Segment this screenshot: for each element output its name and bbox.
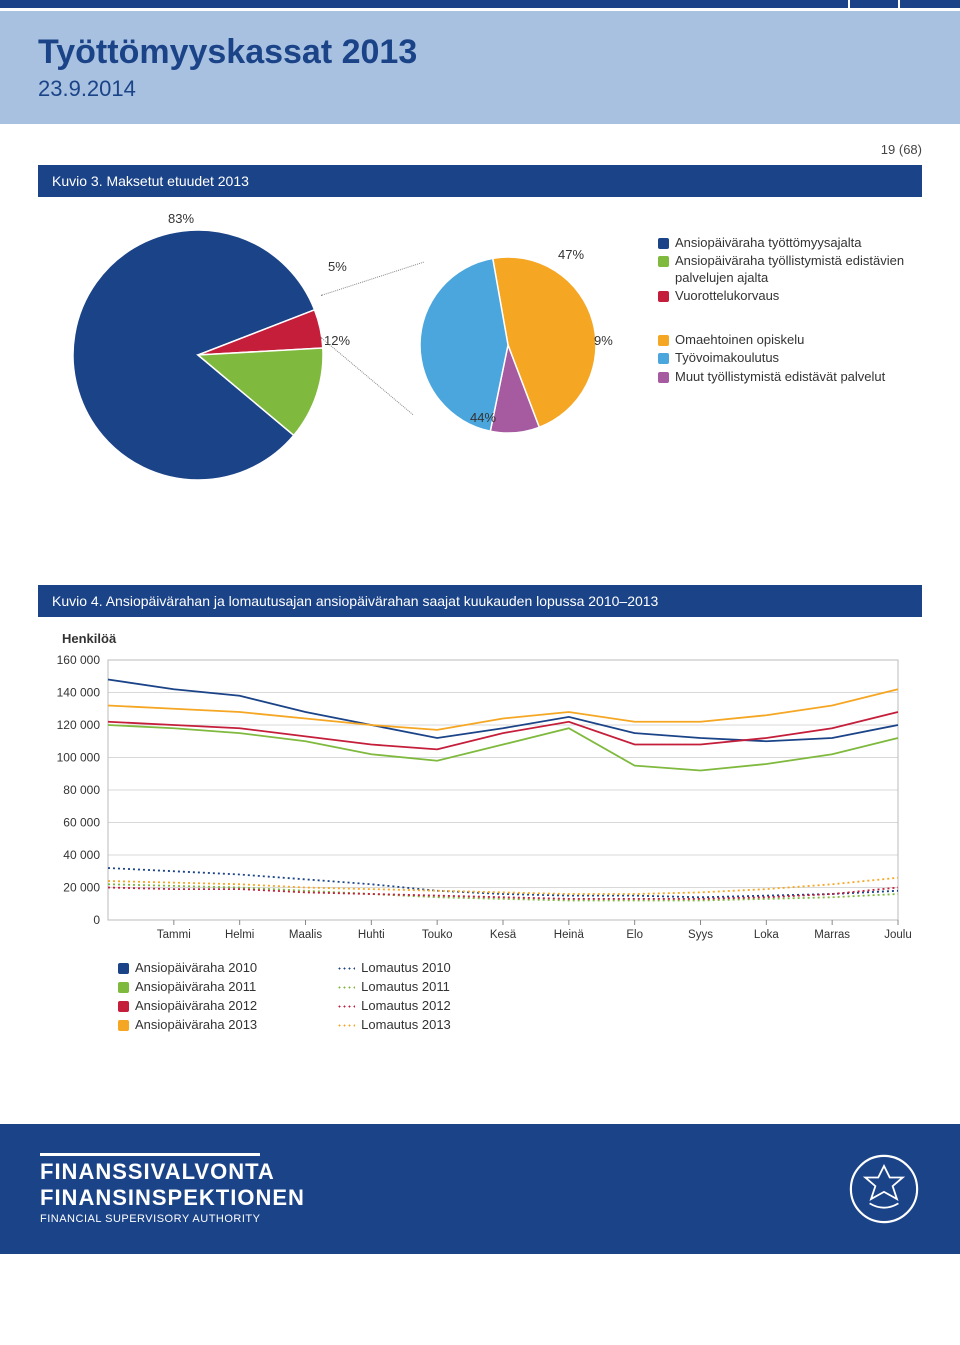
page-body: 19 (68) Kuvio 3. Maksetut etuudet 2013 8…: [0, 124, 960, 1254]
svg-text:Kesä: Kesä: [490, 929, 517, 941]
legend-text: Lomautus 2011: [361, 979, 450, 994]
legend-item: Ansiopäiväraha työttömyysajalta: [658, 235, 908, 251]
svg-text:140 000: 140 000: [57, 686, 101, 700]
svg-text:Huhti: Huhti: [358, 929, 385, 941]
pie-label-83: 83%: [168, 211, 194, 226]
legend-item: Ansiopäiväraha 2012: [118, 998, 257, 1013]
legend-dotted-swatch: [337, 986, 355, 989]
kuvio4-linechart: 0 20 000 40 000 60 000 80 000 100 000 120 000 1…: [38, 650, 918, 950]
legend-text: Ansiopäiväraha 2012: [135, 998, 257, 1013]
legend-text: Ansiopäiväraha 2013: [135, 1017, 257, 1032]
kuvio3-legend: Ansiopäiväraha työttömyysajalta Ansiopäiv…: [658, 235, 908, 413]
svg-text:Marras: Marras: [814, 929, 850, 941]
legend-text: Vuorottelukorvaus: [675, 288, 779, 304]
svg-text:Elo: Elo: [626, 929, 643, 941]
svg-text:120 000: 120 000: [57, 718, 101, 732]
legend-item: Omaehtoinen opiskelu: [658, 332, 908, 348]
legend-item: Muut työllistymistä edistävät palvelut: [658, 369, 908, 385]
pie-label-5: 5%: [328, 259, 347, 274]
legend-text: Ansiopäiväraha 2011: [135, 979, 256, 994]
legend-swatch: [118, 1001, 129, 1012]
document-title: Työttömyyskassat 2013: [38, 33, 960, 72]
svg-text:20 000: 20 000: [63, 881, 100, 895]
svg-text:Joulu: Joulu: [884, 929, 912, 941]
legend-text: Lomautus 2012: [361, 998, 451, 1013]
svg-text:160 000: 160 000: [57, 653, 101, 667]
legend-item: Ansiopäiväraha 2011: [118, 979, 257, 994]
legend-dotted-swatch: [337, 1024, 355, 1027]
legend-text: Lomautus 2010: [361, 960, 451, 975]
crest-icon: [848, 1153, 920, 1225]
svg-text:Maalis: Maalis: [289, 929, 322, 941]
svg-text:60 000: 60 000: [63, 816, 100, 830]
kuvio3-title-bar: Kuvio 3. Maksetut etuudet 2013: [38, 165, 922, 197]
page-number: 19 (68): [38, 142, 922, 157]
footer-line3: FINANCIAL SUPERVISORY AUTHORITY: [40, 1213, 305, 1225]
legend-text: Omaehtoinen opiskelu: [675, 332, 804, 348]
legend-item: Lomautus 2011: [337, 979, 451, 994]
footer-bar-icon: [40, 1153, 260, 1157]
legend-swatch: [658, 256, 669, 267]
legend-text: Ansiopäiväraha työttömyysajalta: [675, 235, 861, 251]
legend-text: Lomautus 2013: [361, 1017, 451, 1032]
legend-text: Työvoimakoulutus: [675, 350, 779, 366]
legend-swatch: [118, 982, 129, 993]
legend-text: Muut työllistymistä edistävät palvelut: [675, 369, 885, 385]
kuvio3-main-pie: [58, 215, 338, 495]
header-band: Työttömyyskassat 2013 23.9.2014: [0, 8, 960, 124]
legend-text: Ansiopäiväraha 2010: [135, 960, 257, 975]
svg-text:Syys: Syys: [688, 929, 713, 941]
svg-text:100 000: 100 000: [57, 751, 101, 765]
kuvio3-chart-area: 83% 5% 12% 47% 9% 44% Ansiopäiväraha työ…: [38, 215, 922, 525]
legend-swatch: [658, 353, 669, 364]
legend-item: Ansiopäiväraha 2010: [118, 960, 257, 975]
legend-text: Ansiopäiväraha työllistymistä edistävien…: [675, 253, 908, 286]
legend-swatch: [658, 372, 669, 383]
legend-item: Ansiopäiväraha 2013: [118, 1017, 257, 1032]
sub-label-9: 9%: [594, 333, 613, 348]
svg-text:0: 0: [93, 913, 100, 927]
sub-label-44: 44%: [470, 410, 496, 425]
svg-text:80 000: 80 000: [63, 783, 100, 797]
legend-item: Työvoimakoulutus: [658, 350, 908, 366]
svg-text:Tammi: Tammi: [157, 929, 191, 941]
legend-swatch: [658, 291, 669, 302]
footer-band: FINANSSIVALVONTA FINANSINSPEKTIONEN FINA…: [0, 1124, 960, 1254]
sub-label-47: 47%: [558, 247, 584, 262]
legend-item: Ansiopäiväraha työllistymistä edistävien…: [658, 253, 908, 286]
legend-item: Lomautus 2012: [337, 998, 451, 1013]
document-date: 23.9.2014: [38, 76, 960, 102]
legend-swatch: [118, 963, 129, 974]
svg-text:Loka: Loka: [754, 929, 780, 941]
svg-text:40 000: 40 000: [63, 848, 100, 862]
footer-authority-block: FINANSSIVALVONTA FINANSINSPEKTIONEN FINA…: [40, 1153, 305, 1226]
kuvio4-section: Kuvio 4. Ansiopäivärahan ja lomautusajan…: [38, 585, 922, 1036]
legend-item: Vuorottelukorvaus: [658, 288, 908, 304]
legend-dotted-swatch: [337, 1005, 355, 1008]
footer-line1: FINANSSIVALVONTA: [40, 1159, 305, 1185]
svg-text:Touko: Touko: [422, 929, 453, 941]
legend-swatch: [658, 335, 669, 346]
svg-text:Heinä: Heinä: [554, 929, 585, 941]
kuvio3-sub-pie: [408, 245, 608, 445]
legend-swatch: [118, 1020, 129, 1031]
kuvio4-title-bar: Kuvio 4. Ansiopäivärahan ja lomautusajan…: [38, 585, 922, 617]
top-accent-stripe: [0, 0, 960, 8]
legend-swatch: [658, 238, 669, 249]
pie-label-12: 12%: [324, 333, 350, 348]
legend-item: Lomautus 2013: [337, 1017, 451, 1032]
kuvio4-ylabel: Henkilöä: [62, 631, 922, 646]
legend-dotted-swatch: [337, 967, 355, 970]
svg-text:Helmi: Helmi: [225, 929, 254, 941]
legend-item: Lomautus 2010: [337, 960, 451, 975]
kuvio4-legend: Ansiopäiväraha 2010 Ansiopäiväraha 2011 An…: [118, 960, 922, 1036]
footer-line2: FINANSINSPEKTIONEN: [40, 1185, 305, 1211]
